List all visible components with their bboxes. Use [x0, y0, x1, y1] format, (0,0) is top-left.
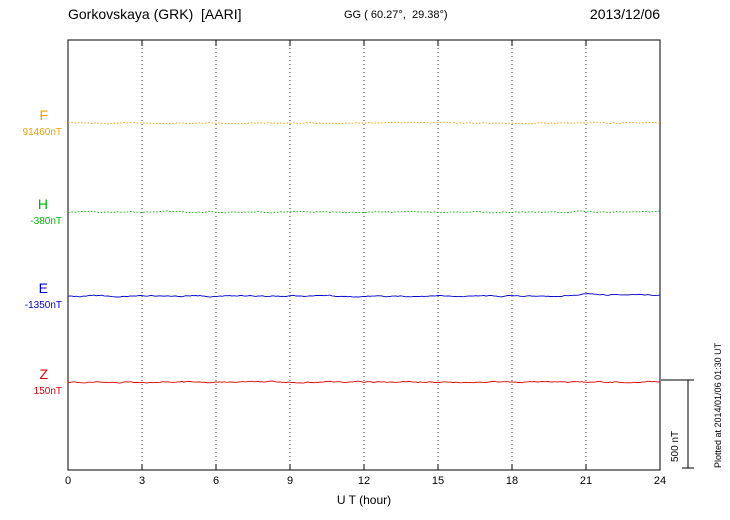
x-tick-label: 6	[212, 475, 220, 487]
channel-baseline-z: 150nT	[33, 386, 62, 397]
plot-date: 2013/12/06	[589, 6, 660, 22]
x-tick-label: 3	[138, 475, 146, 487]
channel-letter-h: H	[37, 196, 48, 212]
trace-z	[67, 380, 661, 384]
channel-baseline-f: 91460nT	[22, 127, 62, 138]
channel-baseline-h: -380nT	[30, 216, 62, 227]
channel-letter-e: E	[38, 280, 48, 296]
geo-coordinates: GG ( 60.27°, 29.38°)	[344, 9, 448, 21]
x-tick-label: 12	[357, 475, 371, 487]
trace-h	[68, 210, 661, 214]
trace-f	[67, 121, 661, 125]
x-tick-label: 21	[579, 475, 593, 487]
plotted-at-note: Plotted at 2014/01/06 01:30 UT	[713, 342, 723, 468]
scale-bar-label: 500 nT	[670, 430, 681, 462]
x-axis-label: U T (hour)	[336, 493, 392, 507]
channel-letter-z: Z	[39, 366, 48, 382]
channel-baseline-e: -1350nT	[24, 300, 62, 311]
x-tick-label: 15	[431, 475, 445, 487]
station-title: Gorkovskaya (GRK) [AARI]	[68, 6, 242, 22]
trace-e	[67, 293, 661, 298]
x-tick-label: 24	[653, 475, 667, 487]
x-tick-label: 9	[286, 475, 294, 487]
channel-letter-f: F	[39, 107, 48, 123]
x-tick-label: 18	[505, 475, 519, 487]
x-tick-label: 0	[64, 475, 72, 487]
